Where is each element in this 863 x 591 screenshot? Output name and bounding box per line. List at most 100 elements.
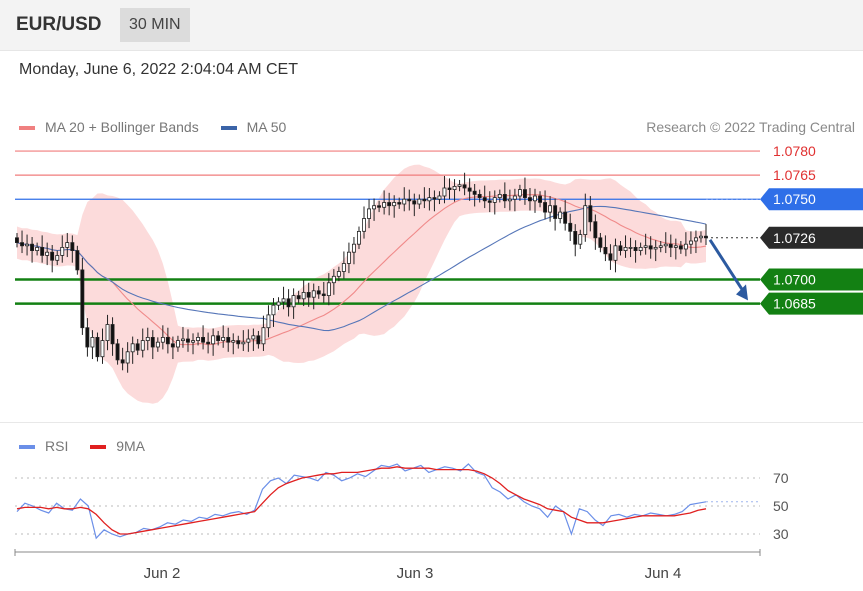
candle-bull (392, 202, 397, 207)
candle-bull (673, 245, 678, 248)
candle-bull (276, 301, 281, 306)
candle-bull (452, 185, 457, 190)
candle-bull (663, 243, 668, 247)
candle-bear (467, 187, 472, 192)
candle-bear (70, 242, 75, 252)
candle-bear (397, 202, 402, 205)
candle-bull (658, 245, 663, 248)
main-legend: MA 20 + Bollinger Bands MA 50 (19, 119, 286, 135)
price-tag-1.0750: 1.0750 (760, 188, 863, 211)
forecast-arrow (708, 238, 748, 301)
candle-bull (105, 324, 110, 342)
forecast-arrow-shaft (708, 238, 746, 294)
candle-bull (372, 205, 376, 210)
candle-bull (60, 246, 65, 256)
rsi-tick-label: 50 (773, 498, 789, 514)
candle-bear (477, 193, 482, 198)
candle-bull (241, 341, 246, 345)
candle-bear (472, 190, 477, 195)
candle-bull (231, 340, 236, 343)
candle-bull (518, 189, 522, 197)
candle-bull (65, 242, 70, 248)
candle-bear (487, 200, 492, 203)
candle-bear (598, 237, 603, 248)
candle-bull (492, 197, 497, 203)
legend-label-bollinger: MA 20 + Bollinger Bands (45, 119, 199, 135)
candle-bear (170, 343, 175, 348)
timeframe-button[interactable]: 30 MIN (120, 8, 190, 42)
candle-bear (216, 335, 221, 341)
legend-item-bollinger: MA 20 + Bollinger Bands (19, 119, 199, 135)
time-axis: Jun 2 Jun 3 Jun 4 (14, 549, 761, 582)
price-tag-1.0765: 1.0765 (773, 167, 816, 183)
candlesticks (14, 172, 708, 373)
candle-bull (55, 255, 60, 261)
candle-bull (221, 336, 226, 341)
candle-bull (643, 245, 648, 248)
candle-bull (402, 198, 407, 205)
candle-bull (699, 235, 703, 239)
candle-bull (653, 246, 658, 250)
legend-swatch-bollinger (19, 126, 35, 131)
candle-bull (196, 336, 200, 341)
price-tag-1.0685: 1.0685 (760, 292, 863, 315)
candle-bull (533, 195, 537, 202)
candle-bear (588, 205, 593, 223)
candle-bull (367, 208, 371, 219)
datetime-label: Monday, June 6, 2022 2:04:04 AM CET (19, 61, 298, 78)
candle-bear (593, 221, 598, 239)
candle-bull (689, 240, 693, 245)
candle-bull (311, 290, 316, 298)
candle-bear (50, 251, 55, 261)
price-tags: 1.0780 1.0765 1.0750 1.0726 1.0700 1.0685 (760, 143, 863, 315)
candle-bear (115, 343, 120, 361)
candle-bear (462, 184, 467, 189)
candle-bear (568, 222, 573, 232)
price-tag-text: 1.0780 (773, 143, 816, 159)
candle-bear (523, 189, 527, 199)
candle-bear (296, 295, 301, 300)
candle-bull (346, 251, 351, 264)
rsi-series-9MA (16, 466, 707, 535)
legend-item-9ma: 9MA (90, 438, 145, 454)
forecast-arrow-head (736, 284, 748, 301)
legend-swatch-9ma (90, 445, 107, 450)
price-tag-1.0726: 1.0726 (760, 226, 863, 249)
candle-bull (35, 246, 40, 251)
candle-bear (377, 205, 381, 208)
price-tag-1.0780: 1.0780 (773, 143, 816, 159)
candle-bull (512, 195, 517, 200)
time-tick-label: Jun 3 (397, 565, 434, 582)
candle-bull (100, 340, 105, 358)
legend-label-ma50: MA 50 (246, 119, 287, 135)
rsi-series-RSI (16, 463, 707, 540)
candle-bear (120, 359, 125, 364)
candle-bear (447, 187, 452, 191)
candle-bear (206, 341, 211, 345)
candle-bear (286, 298, 291, 308)
candle-bear (135, 343, 140, 351)
candle-bull (497, 193, 502, 198)
candle-bull (291, 295, 296, 308)
price-tag-text: 1.0726 (773, 230, 816, 246)
price-tag-text: 1.0685 (773, 296, 816, 312)
candle-bull (155, 341, 160, 348)
candle-bear (618, 245, 623, 252)
symbol-label: EUR/USD (16, 14, 102, 35)
candle-bull (180, 338, 185, 342)
candle-bear (20, 242, 24, 247)
candle-bull (628, 246, 633, 249)
candle-bear (528, 197, 532, 202)
candle-bull (160, 336, 165, 343)
candle-bear (165, 336, 170, 345)
candle-bear (563, 211, 568, 224)
candle-bull (45, 251, 50, 256)
candle-bull (382, 202, 387, 208)
candle-bull (548, 205, 552, 213)
candle-bull (341, 263, 346, 272)
candle-bear (201, 336, 205, 343)
candle-bear (422, 198, 427, 202)
price-tag-box (760, 292, 863, 315)
candle-bull (130, 343, 135, 353)
